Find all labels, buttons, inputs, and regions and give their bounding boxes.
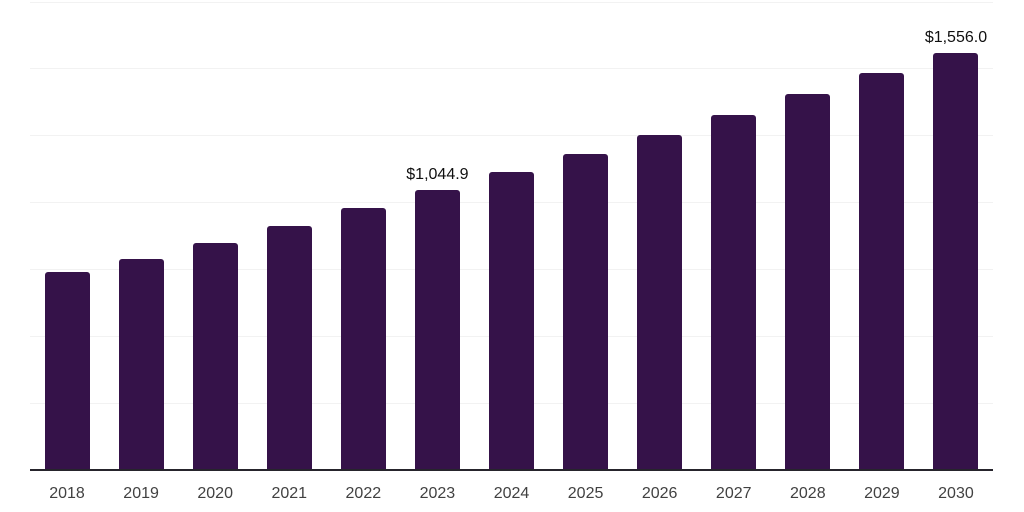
x-tick-label: 2026 <box>641 485 678 502</box>
x-tick-label: 2030 <box>938 485 974 502</box>
gridline <box>30 135 993 137</box>
x-tick-label: 2027 <box>715 485 752 502</box>
x-axis-line <box>30 469 993 471</box>
bar <box>711 114 757 470</box>
x-tick-label: 2022 <box>345 485 382 502</box>
x-tick-label: 2019 <box>123 485 159 502</box>
bar <box>340 207 386 470</box>
x-tick-label: 2021 <box>271 485 308 502</box>
data-label: $1,044.9 <box>406 166 469 184</box>
bar <box>44 272 90 470</box>
x-tick-label: 2023 <box>419 485 456 502</box>
data-label: $1,556.0 <box>924 29 988 47</box>
x-tick-label: 2029 <box>864 485 900 502</box>
gridline <box>30 1 993 3</box>
bar <box>637 134 683 470</box>
bar <box>266 225 312 470</box>
bar <box>192 243 238 470</box>
gridline <box>30 68 993 70</box>
bar <box>489 172 534 470</box>
bar <box>859 73 905 470</box>
bar <box>414 190 460 470</box>
x-tick-label: 2018 <box>49 485 85 502</box>
x-tick-label: 2025 <box>567 485 604 502</box>
x-tick-label: 2024 <box>493 485 530 502</box>
x-tick-label: 2028 <box>790 485 826 502</box>
bar <box>785 94 831 470</box>
bar <box>933 53 979 470</box>
bar <box>118 259 164 470</box>
bar <box>563 153 609 470</box>
x-tick-label: 2020 <box>197 485 233 502</box>
